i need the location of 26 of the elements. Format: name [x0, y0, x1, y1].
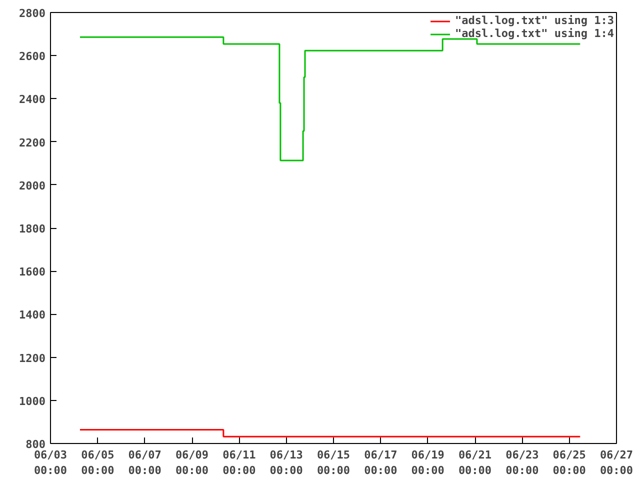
x-tick-label: 06/15 00:00 — [316, 448, 350, 478]
y-tick-label: 1600 — [19, 266, 46, 279]
x-tick-label: 06/07 00:00 — [128, 448, 162, 478]
y-tick-label: 800 — [26, 438, 46, 451]
y-tick-label: 2400 — [19, 93, 46, 106]
x-tick-label: 06/27 00:00 — [600, 448, 634, 478]
y-tick-label: 1200 — [19, 352, 46, 365]
y-tick-label: 1800 — [19, 222, 46, 236]
x-tick-label: 06/11 00:00 — [222, 448, 256, 478]
x-tick-label: 06/17 00:00 — [364, 448, 398, 478]
x-tick-label: 06/09 00:00 — [175, 448, 209, 478]
x-tick-label: 06/05 00:00 — [81, 448, 114, 478]
y-tick-label: 1000 — [19, 394, 46, 408]
y-tick-label: 2800 — [19, 7, 46, 20]
legend-label: "adsl.log.txt" using 1:3 — [455, 14, 614, 27]
x-tick-label: 06/21 00:00 — [458, 448, 492, 478]
x-tick-label: 06/23 00:00 — [506, 448, 539, 478]
legend-label: "adsl.log.txt" using 1:4 — [455, 27, 614, 40]
y-tick-label: 2600 — [19, 50, 46, 64]
x-tick-label: 06/19 00:00 — [411, 448, 444, 478]
y-tick-label: 2200 — [19, 136, 46, 150]
x-tick-label: 06/13 00:00 — [270, 448, 303, 478]
x-tick-label: 06/25 00:00 — [552, 448, 586, 478]
y-tick-label: 1400 — [19, 308, 46, 322]
x-tick-label: 06/03 00:00 — [34, 448, 68, 478]
y-tick-label: 2000 — [19, 179, 46, 192]
